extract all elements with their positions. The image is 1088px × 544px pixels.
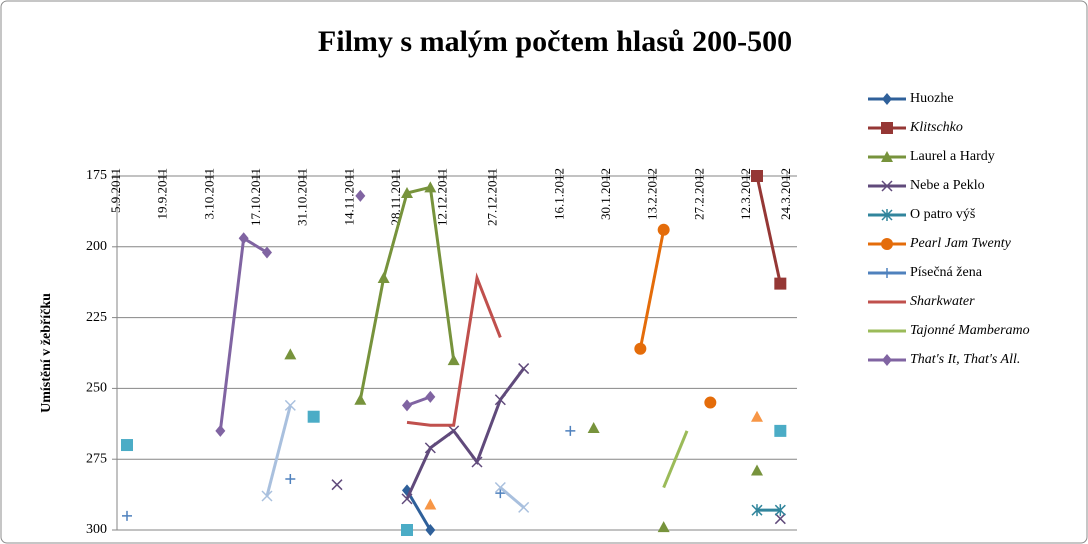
marker xyxy=(377,271,390,283)
series-line xyxy=(662,430,689,489)
chart-title: Filmy s malým počtem hlasů 200-500 xyxy=(318,25,792,58)
series-line xyxy=(638,229,666,350)
marker xyxy=(587,422,600,434)
marker xyxy=(657,223,670,236)
x-tick-label: 28.11.2011 xyxy=(388,168,403,226)
x-tick-label: 3.10.2011 xyxy=(201,168,216,220)
marker xyxy=(657,521,670,533)
x-tick-label: 12.3.2012 xyxy=(738,168,753,220)
x-tick-label: 27.12.2011 xyxy=(485,168,500,226)
x-tick-label: 16.1.2012 xyxy=(551,168,566,220)
marker xyxy=(634,342,647,355)
marker xyxy=(215,424,226,437)
marker xyxy=(402,399,412,412)
x-tick-label: 30.1.2012 xyxy=(598,168,613,220)
series-line xyxy=(405,367,525,500)
marker xyxy=(751,170,763,182)
marker xyxy=(881,238,893,250)
marker xyxy=(121,439,133,452)
marker xyxy=(774,277,787,290)
y-tick-label: 250 xyxy=(86,381,107,396)
x-tick-label: 14.11.2011 xyxy=(341,168,356,226)
x-tick-label: 31.10.2011 xyxy=(295,168,310,226)
marker xyxy=(331,479,343,491)
legend-label: O patro výš xyxy=(910,207,976,222)
marker xyxy=(448,425,460,437)
marker xyxy=(284,348,297,360)
marker xyxy=(425,524,436,536)
x-tick-label: 24.3.2012 xyxy=(778,168,793,220)
marker xyxy=(401,493,413,505)
marker xyxy=(751,504,763,517)
marker xyxy=(494,394,506,406)
marker xyxy=(518,501,530,513)
marker xyxy=(307,410,320,423)
marker xyxy=(751,410,763,422)
marker xyxy=(774,513,786,525)
x-tick-label: 27.2.2012 xyxy=(691,168,706,220)
y-tick-label: 200 xyxy=(86,239,107,254)
marker xyxy=(401,524,413,536)
legend-label: Klitschko xyxy=(909,120,963,135)
legend-label: Pearl Jam Twenty xyxy=(909,236,1012,251)
legend-label: That's It, That's All. xyxy=(910,352,1020,367)
marker xyxy=(882,354,892,366)
y-axis-label: Umístění v žebříčku xyxy=(39,293,54,413)
y-tick-label: 175 xyxy=(86,168,107,183)
marker xyxy=(424,442,436,454)
legend-label: Laurel a Hardy xyxy=(910,149,995,164)
marker xyxy=(882,93,892,105)
marker xyxy=(881,180,893,192)
x-tick-label: 13.2.2012 xyxy=(645,168,660,220)
x-tick-label: 19.9.2011 xyxy=(155,168,170,220)
marker xyxy=(565,425,576,436)
legend-label: Sharkwater xyxy=(910,294,975,309)
legend-label: Tajonné Mamberamo xyxy=(910,323,1030,338)
marker xyxy=(881,122,893,134)
marker xyxy=(424,181,437,193)
x-tick-label: 17.10.2011 xyxy=(248,168,263,226)
series-line xyxy=(406,272,502,427)
series-line xyxy=(755,175,782,284)
marker xyxy=(122,510,132,521)
marker xyxy=(881,151,893,162)
marker xyxy=(355,189,366,202)
marker xyxy=(471,456,483,468)
legend-label: Nebe a Peklo xyxy=(910,178,985,193)
marker xyxy=(881,209,893,221)
y-tick-label: 275 xyxy=(86,451,107,466)
marker xyxy=(425,390,436,403)
series-line xyxy=(406,395,431,407)
marker xyxy=(518,363,530,375)
series-line xyxy=(405,489,432,531)
marker xyxy=(494,481,506,494)
legend-label: Huozhe xyxy=(910,91,954,106)
marker xyxy=(262,246,272,259)
marker xyxy=(284,399,296,411)
x-tick-label: 5.9.2011 xyxy=(108,168,123,213)
marker xyxy=(495,488,506,499)
marker xyxy=(285,474,296,485)
marker xyxy=(447,354,460,366)
legend-label: Písečná žena xyxy=(910,265,983,280)
marker xyxy=(401,186,413,198)
marker xyxy=(704,396,717,409)
series-line xyxy=(265,405,292,497)
marker xyxy=(882,268,892,278)
marker xyxy=(751,464,763,476)
x-tick-label: 12.12.2011 xyxy=(435,168,450,226)
y-tick-label: 225 xyxy=(86,310,107,325)
marker xyxy=(238,232,249,245)
marker xyxy=(424,498,437,510)
marker xyxy=(774,504,786,517)
marker xyxy=(354,393,367,405)
marker xyxy=(774,424,787,437)
y-tick-label: 300 xyxy=(86,522,107,537)
marker xyxy=(261,490,273,502)
